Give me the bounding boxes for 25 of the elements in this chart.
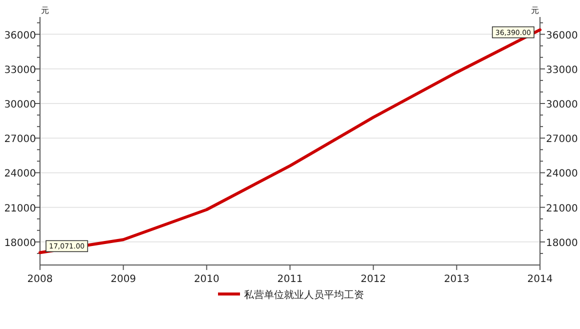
y2-tick-label: 36000 (546, 30, 578, 42)
y2-axis-title: 元 (531, 6, 539, 15)
line-series (38, 28, 542, 254)
y2-tick-label: 30000 (546, 100, 578, 111)
x-tick-label: 2010 (194, 274, 220, 285)
x-tick-label: 2013 (444, 274, 470, 285)
y-tick-label: 24000 (4, 168, 36, 180)
y-tick-label: 18000 (4, 238, 36, 249)
y-tick-label: 21000 (4, 203, 36, 214)
y-tick-label: 33000 (4, 64, 36, 76)
y2-tick-label: 24000 (546, 168, 578, 180)
x-tick-label: 2011 (277, 274, 303, 285)
x-tick-label: 2012 (360, 274, 386, 285)
legend-label: 私营单位就业人员平均工资 (244, 289, 364, 301)
x-tick-label: 2009 (110, 274, 136, 285)
x-tick-label: 2014 (527, 274, 553, 285)
y-tick-label: 36000 (4, 30, 36, 42)
y-axis-title: 元 (41, 6, 49, 15)
y-tick-label: 30000 (4, 100, 36, 111)
y2-tick-label: 18000 (546, 238, 578, 249)
y2-tick-label: 27000 (546, 134, 578, 146)
y2-tick-label: 21000 (546, 203, 578, 214)
y2-tick-label: 33000 (546, 64, 578, 76)
x-tick-label: 2008 (27, 274, 53, 285)
y-tick-label: 27000 (4, 134, 36, 146)
